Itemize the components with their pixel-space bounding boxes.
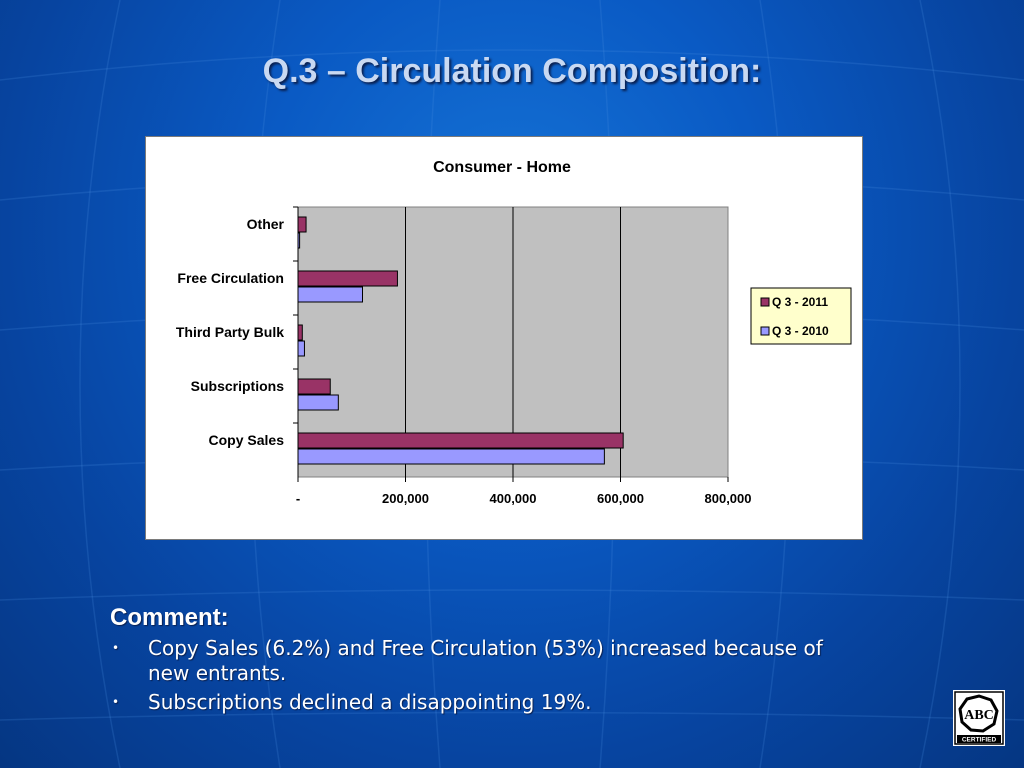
comment-block: Comment: • Copy Sales (6.2%) and Free Ci… xyxy=(110,604,870,719)
x-tick-labels: - 200,000 400,000 600,000 800,000 xyxy=(296,491,752,506)
logo-text: ABC xyxy=(964,708,994,723)
bars xyxy=(297,216,624,465)
category-label: Free Circulation xyxy=(177,270,284,286)
legend: Q 3 - 2011 Q 3 - 2010 xyxy=(750,287,852,345)
slide-title: Q.3 – Circulation Composition: xyxy=(262,52,762,90)
comment-bullet-text: Subscriptions declined a disappointing 1… xyxy=(148,690,592,714)
logo-caption: CERTIFIED xyxy=(962,737,997,744)
category-label: Subscriptions xyxy=(191,378,285,394)
bullet-icon: • xyxy=(112,641,120,655)
chart-title: Consumer - Home xyxy=(433,159,571,176)
abc-certified-logo: ABC CERTIFIED xyxy=(953,690,1005,746)
bar-q3-2011 xyxy=(297,432,624,449)
bar-q3-2010 xyxy=(297,340,305,357)
bar-chart: Consumer - Home Other Free Circulation Thi… xyxy=(176,159,852,506)
comment-bullet-text: Copy Sales (6.2%) and Free Circulation (… xyxy=(148,636,823,685)
category-label: Copy Sales xyxy=(209,432,285,448)
bar-q3-2010 xyxy=(297,448,605,465)
x-tick-label: 400,000 xyxy=(490,491,537,506)
category-labels: Other Free Circulation Third Party Bulk Sub… xyxy=(176,216,285,448)
bar-q3-2010 xyxy=(297,394,339,411)
comment-bullet: • Subscriptions declined a disappointing… xyxy=(110,690,870,715)
bar-q3-2011 xyxy=(297,378,331,395)
bar-q3-2010 xyxy=(297,232,301,249)
category-label: Third Party Bulk xyxy=(176,324,284,340)
legend-swatch xyxy=(760,297,770,307)
x-tick-label: - xyxy=(296,491,300,506)
bullet-icon: • xyxy=(112,695,120,709)
legend-swatch xyxy=(760,326,770,336)
x-tick-label: 800,000 xyxy=(705,491,752,506)
comment-heading: Comment: xyxy=(110,604,229,631)
x-tick-label: 200,000 xyxy=(382,491,429,506)
legend-label: Q 3 - 2011 xyxy=(772,295,828,309)
legend-label: Q 3 - 2010 xyxy=(772,324,829,338)
bar-q3-2011 xyxy=(297,270,398,287)
chart-container: Consumer - Home Other Free Circulation Thi… xyxy=(145,136,863,540)
category-label: Other xyxy=(247,216,285,232)
bar-q3-2010 xyxy=(297,286,363,303)
bar-q3-2011 xyxy=(297,324,303,341)
comment-bullet: • Copy Sales (6.2%) and Free Circulation… xyxy=(110,636,870,686)
bar-q3-2011 xyxy=(297,216,307,233)
x-tick-label: 600,000 xyxy=(597,491,644,506)
